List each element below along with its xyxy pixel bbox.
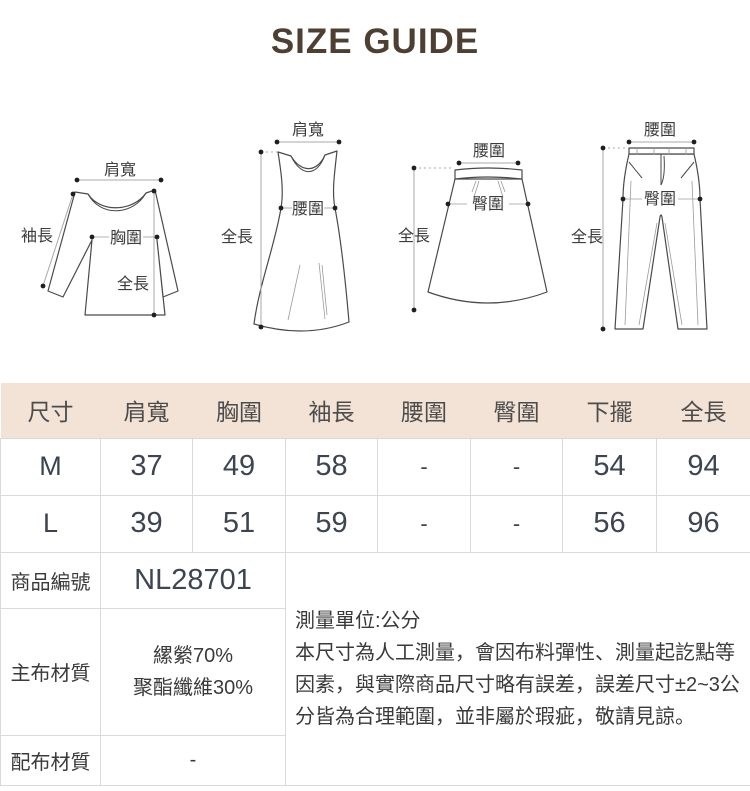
m-hip: - — [470, 437, 563, 496]
size-l-cell: L — [0, 494, 101, 553]
top-sleeve-measure-line — [42, 193, 74, 287]
trim-fabric-value: - — [100, 734, 286, 786]
skirt-outline — [427, 178, 548, 304]
measurement-notes-body: 本尺寸為人工測量，會因布料彈性、測量起訖點等因素，與實際商品尺寸略有誤差，誤差尺… — [295, 641, 740, 728]
main-fabric-row: 主布材質 縲縈70% 聚酯纖維30% — [0, 607, 750, 736]
top-shoulder-label: 肩寬 — [104, 161, 136, 179]
top-sleeve-label: 袖長 — [21, 227, 53, 245]
header-length: 全長 — [656, 383, 750, 438]
l-hip: - — [470, 494, 563, 553]
m-shoulder: 37 — [100, 437, 193, 496]
skirt-hip-label: 臀圍 — [472, 196, 504, 213]
l-length: 96 — [656, 494, 750, 553]
header-chest: 胸圍 — [192, 383, 286, 438]
trim-fabric-label: 配布材質 — [0, 734, 101, 786]
header-size: 尺寸 — [0, 383, 101, 438]
m-sleeve: 58 — [285, 437, 378, 496]
main-fabric-line2: 聚酯纖維30% — [132, 676, 254, 699]
m-chest: 49 — [192, 437, 286, 496]
table-row-l: L 39 51 59 - - 56 96 — [0, 494, 750, 553]
top-length-label: 全長 — [117, 275, 149, 293]
table-row-m: M 37 49 58 - - 54 94 — [0, 437, 750, 496]
m-length: 94 — [656, 437, 750, 496]
top-outline — [47, 189, 179, 316]
pants-waist-label: 腰圍 — [644, 121, 676, 139]
long-sleeve-top-diagram: 肩寬 袖長 胸圍 全長 — [21, 161, 179, 318]
pants-length-label: 全長 — [571, 228, 603, 246]
main-fabric-line1: 縲縈70% — [152, 644, 234, 667]
l-chest: 51 — [192, 494, 286, 553]
header-sleeve: 袖長 — [285, 383, 378, 438]
header-shoulder: 肩寬 — [100, 383, 193, 438]
product-code-label: 商品編號 — [0, 551, 101, 609]
pants-diagram: 腰圍 臀圍 全長 — [571, 121, 708, 332]
l-hem: 56 — [562, 494, 657, 553]
pants-outline — [614, 153, 708, 330]
measurement-unit-line: 測量單位:公分 — [295, 609, 421, 632]
trim-fabric-row: 配布材質 - — [0, 734, 750, 786]
l-waist: - — [377, 494, 471, 553]
top-chest-label: 胸圍 — [110, 229, 142, 247]
m-hem: 54 — [562, 437, 657, 496]
product-code-value: NL28701 — [100, 551, 286, 609]
dress-waist-label: 腰圍 — [292, 200, 324, 218]
product-code-row: 商品編號 NL28701 測量單位:公分 本尺寸為人工測量，會因布料彈性、測量起… — [0, 551, 750, 786]
m-waist: - — [377, 437, 471, 496]
skirt-length-label: 全長 — [398, 227, 430, 245]
dress-shoulder-label: 肩寬 — [292, 121, 324, 139]
header-hip: 臀圍 — [470, 383, 563, 438]
measurement-notes: 測量單位:公分 本尺寸為人工測量，會因布料彈性、測量起訖點等因素，與實際商品尺寸… — [285, 551, 750, 786]
garment-diagrams: 肩寬 袖長 胸圍 全長 肩寬 腰圍 — [0, 80, 750, 383]
header-waist: 腰圍 — [377, 383, 471, 438]
pants-hip-label: 臀圍 — [644, 191, 676, 208]
main-fabric-value: 縲縈70% 聚酯纖維30% — [100, 607, 286, 736]
skirt-waist-label: 腰圍 — [473, 142, 505, 160]
size-m-cell: M — [0, 437, 101, 496]
dress-outline — [253, 150, 350, 332]
l-sleeve: 59 — [285, 494, 378, 553]
dress-length-label: 全長 — [221, 228, 253, 246]
l-shoulder: 39 — [100, 494, 193, 553]
page-title: SIZE GUIDE — [270, 22, 480, 61]
main-fabric-label: 主布材質 — [0, 607, 101, 736]
dress-diagram: 肩寬 腰圍 全長 — [221, 121, 350, 332]
skirt-diagram: 腰圍 臀圍 全長 — [398, 142, 548, 313]
header-hem: 下擺 — [562, 383, 657, 438]
size-table-header-row: 尺寸 肩寬 胸圍 袖長 腰圍 臀圍 下擺 全長 — [0, 383, 750, 438]
size-table: 尺寸 肩寬 胸圍 袖長 腰圍 臀圍 下擺 全長 M 37 49 58 - - 5… — [0, 383, 750, 786]
